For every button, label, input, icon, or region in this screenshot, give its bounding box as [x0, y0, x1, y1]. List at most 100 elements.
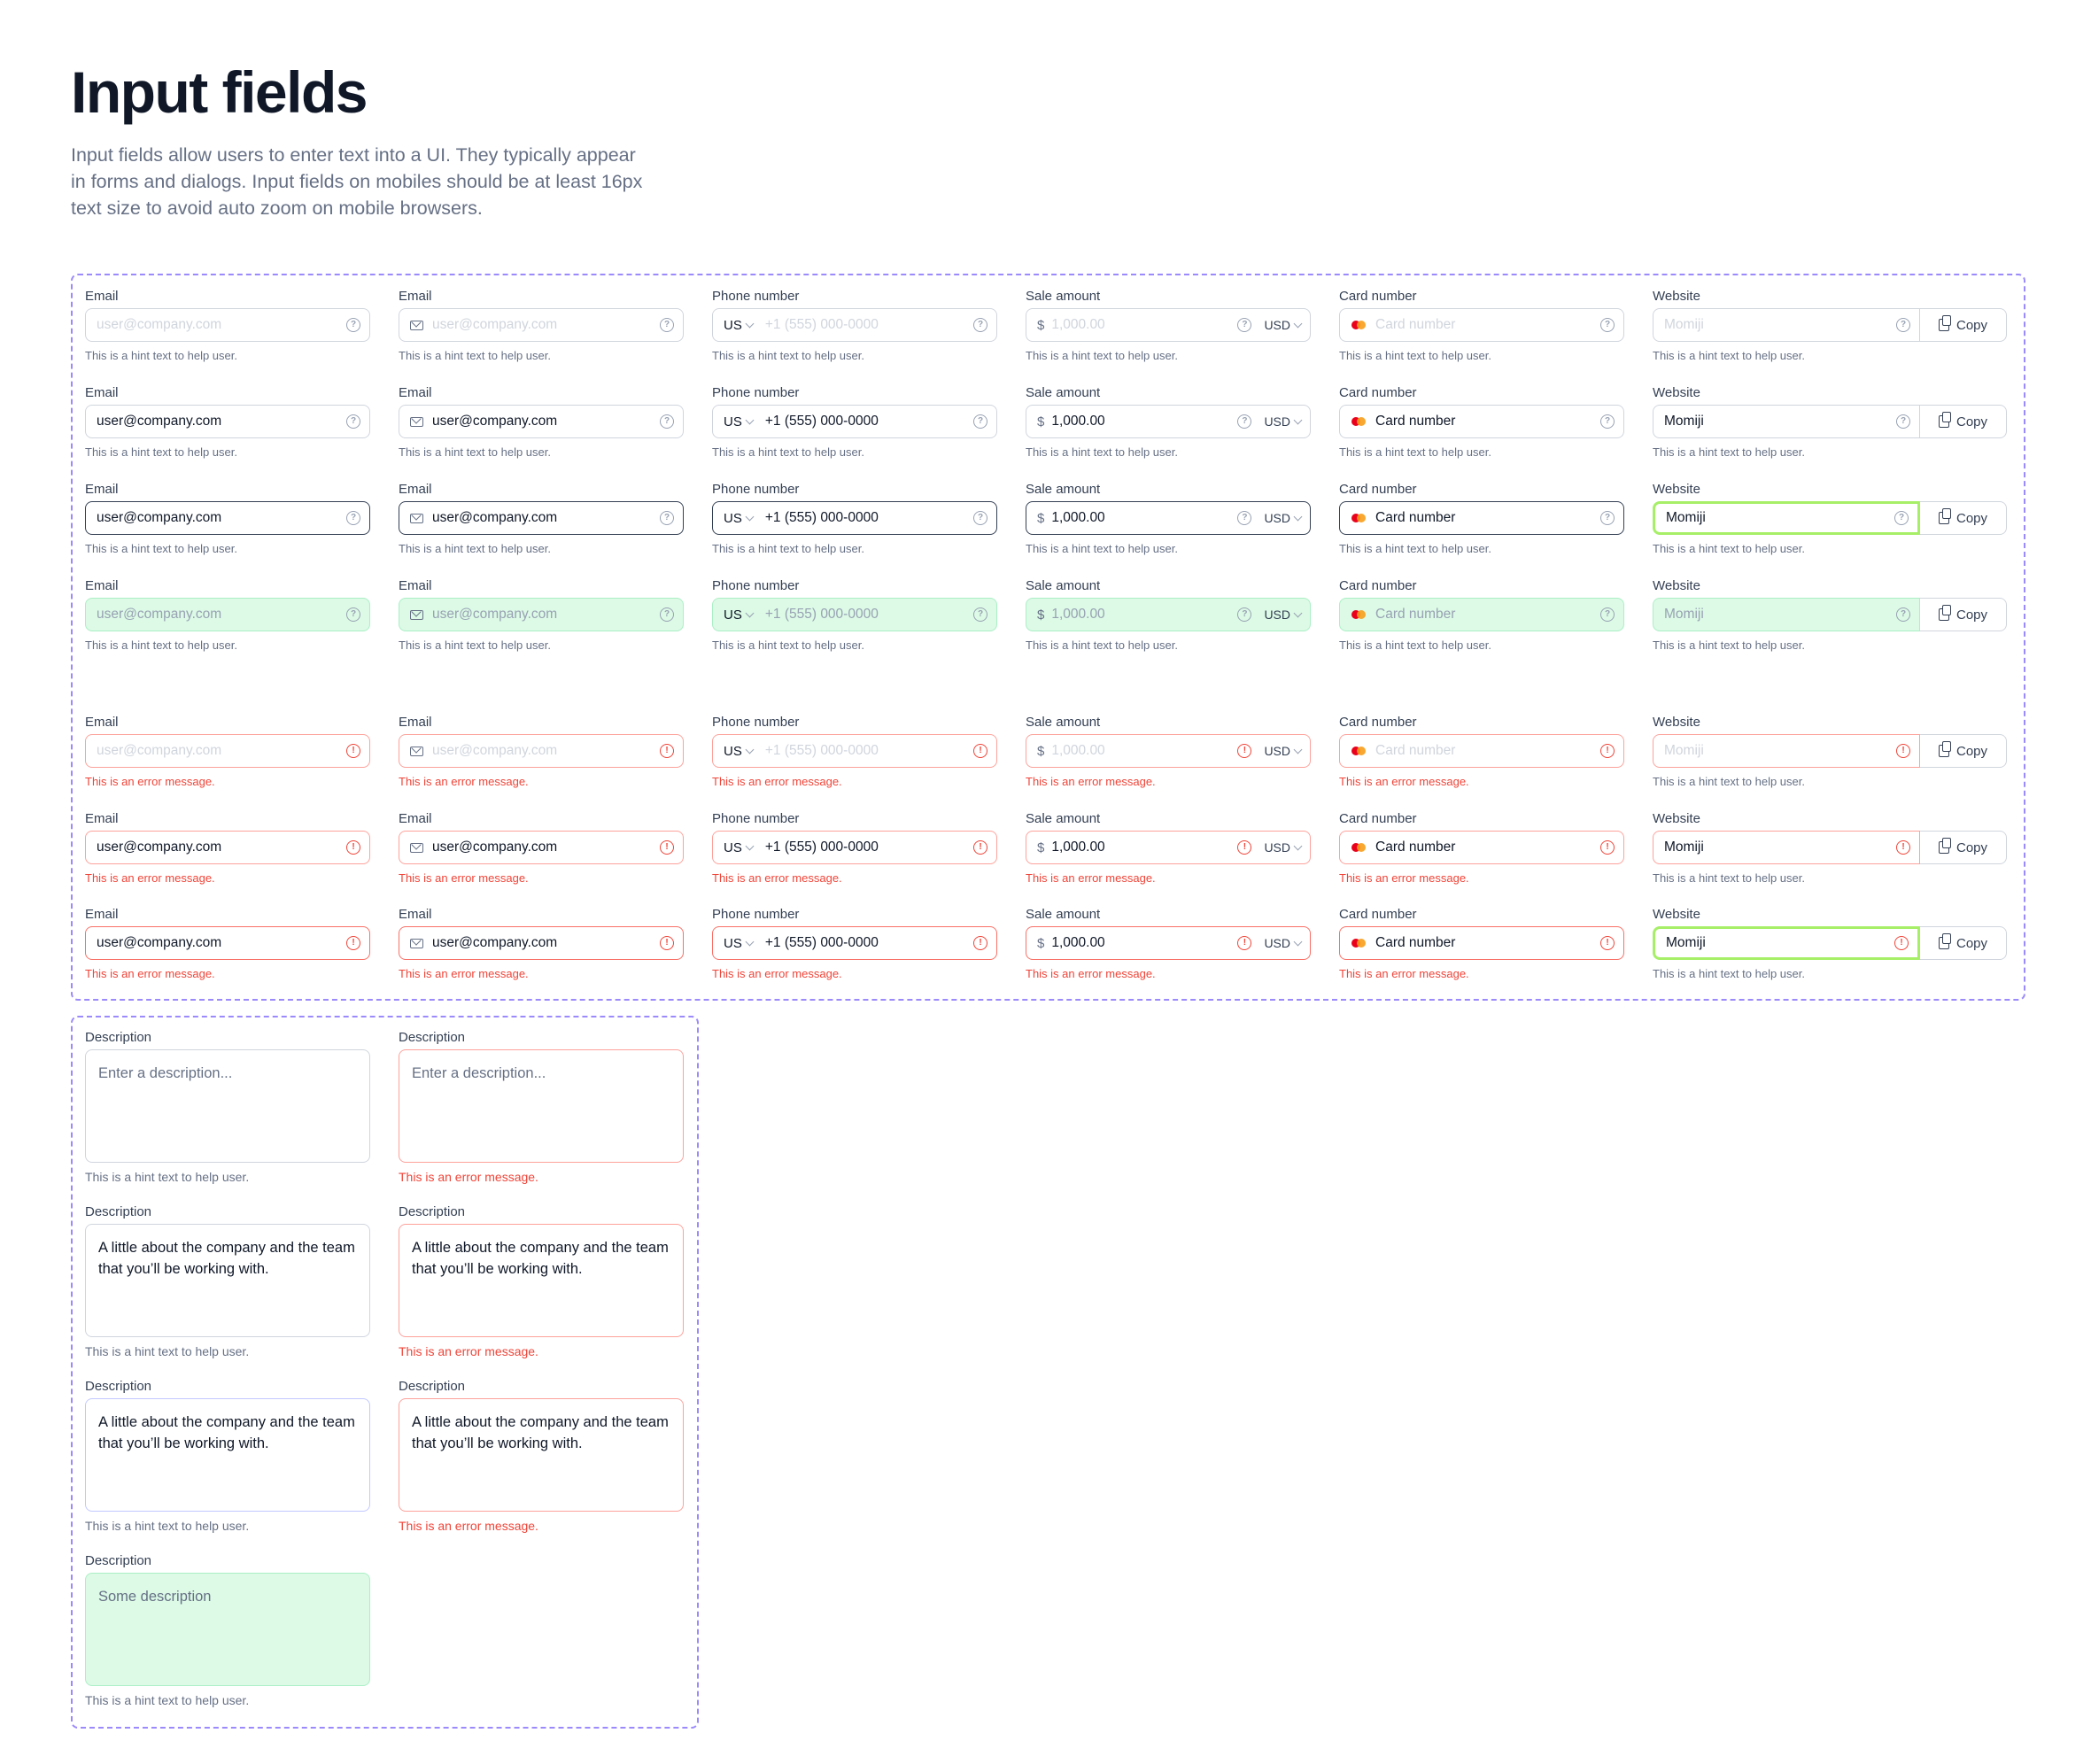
- card-brand-glyph: [1351, 513, 1367, 523]
- phone-input[interactable]: US +1 (555) 000-0000!: [712, 734, 997, 768]
- website-input[interactable]: Momiji!: [1653, 734, 1920, 768]
- country-select[interactable]: US: [724, 414, 755, 429]
- error-message: This is an error message.: [1339, 775, 1469, 788]
- copy-button[interactable]: Copy: [1920, 501, 2007, 535]
- country-select[interactable]: US: [724, 511, 755, 526]
- chevron-down-icon: [1293, 841, 1303, 850]
- email-icon-input[interactable]: user@company.com!: [399, 831, 684, 864]
- currency-select[interactable]: USD: [1264, 607, 1303, 622]
- currency-select[interactable]: USD: [1264, 414, 1303, 429]
- website-input[interactable]: Momiji?: [1653, 501, 1920, 535]
- country-select[interactable]: US: [724, 318, 755, 333]
- sale-input[interactable]: $1,000.00! USD: [1026, 926, 1311, 960]
- sale-input[interactable]: $1,000.00? USD: [1026, 598, 1311, 631]
- phone-input[interactable]: US +1 (555) 000-0000?: [712, 405, 997, 438]
- card-input[interactable]: Card number!: [1339, 926, 1624, 960]
- hint-text: This is a hint text to help user.: [1653, 871, 1805, 885]
- country-select[interactable]: US: [724, 607, 755, 623]
- card-brand-glyph: [1351, 842, 1367, 853]
- card-input[interactable]: Card number!: [1339, 831, 1624, 864]
- email-plain-input[interactable]: user@company.com?: [85, 308, 370, 342]
- copy-button[interactable]: Copy: [1920, 926, 2007, 960]
- description-textarea[interactable]: A little about the company and the team …: [85, 1398, 370, 1512]
- currency-select[interactable]: USD: [1264, 318, 1303, 332]
- country-select[interactable]: US: [724, 743, 755, 759]
- currency-select[interactable]: USD: [1264, 744, 1303, 758]
- hint-text: This is a hint text to help user.: [1339, 349, 1491, 362]
- website-input[interactable]: Momiji!: [1653, 831, 1920, 864]
- phone-input[interactable]: US +1 (555) 000-0000?: [712, 308, 997, 342]
- copy-button[interactable]: Copy: [1920, 308, 2007, 342]
- email-plain-input[interactable]: user@company.com?: [85, 598, 370, 631]
- sale-input[interactable]: $1,000.00? USD: [1026, 308, 1311, 342]
- copy-button[interactable]: Copy: [1920, 598, 2007, 631]
- card-input[interactable]: Card number!: [1339, 734, 1624, 768]
- description-label: Description: [399, 1379, 466, 1394]
- description-textarea[interactable]: Some description: [85, 1573, 370, 1686]
- sale-input[interactable]: $1,000.00? USD: [1026, 405, 1311, 438]
- email-plain-input[interactable]: user@company.com?: [85, 501, 370, 535]
- mail-icon: [410, 842, 423, 853]
- copy-button[interactable]: Copy: [1920, 405, 2007, 438]
- hint-text: This is a hint text to help user.: [399, 445, 551, 459]
- currency-select[interactable]: USD: [1264, 936, 1303, 950]
- email-plain-input[interactable]: user@company.com!: [85, 926, 370, 960]
- email-icon-value: user@company.com: [432, 935, 558, 950]
- currency-code: USD: [1264, 607, 1290, 622]
- phone-input[interactable]: US +1 (555) 000-0000!: [712, 831, 997, 864]
- email-plain-input[interactable]: user@company.com?: [85, 405, 370, 438]
- copy-button[interactable]: Copy: [1920, 831, 2007, 864]
- website-input[interactable]: Momiji!: [1653, 926, 1920, 960]
- help-circle-icon: ?: [346, 318, 360, 332]
- website-label: Website: [1653, 385, 1700, 400]
- help-circle-icon: ?: [1600, 607, 1615, 622]
- sale-label: Sale amount: [1026, 715, 1101, 730]
- mail-glyph: [410, 513, 423, 523]
- hint-text: This is a hint text to help user.: [85, 542, 237, 555]
- mail-glyph: [410, 609, 423, 620]
- email-icon-value: user@company.com: [432, 607, 558, 622]
- input-fields-frame: [71, 274, 2025, 1001]
- currency-symbol: $: [1037, 414, 1045, 429]
- description-textarea[interactable]: A little about the company and the team …: [399, 1398, 684, 1512]
- phone-input[interactable]: US +1 (555) 000-0000!: [712, 926, 997, 960]
- sale-input[interactable]: $1,000.00! USD: [1026, 831, 1311, 864]
- description-textarea[interactable]: Enter a description...: [399, 1049, 684, 1163]
- phone-input[interactable]: US +1 (555) 000-0000?: [712, 501, 997, 535]
- card-input[interactable]: Card number?: [1339, 405, 1624, 438]
- description-textarea[interactable]: Enter a description...: [85, 1049, 370, 1163]
- country-code: US: [724, 839, 742, 855]
- card-input[interactable]: Card number?: [1339, 501, 1624, 535]
- currency-select[interactable]: USD: [1264, 511, 1303, 525]
- mail-icon: [410, 320, 423, 330]
- country-select[interactable]: US: [724, 839, 755, 855]
- description-textarea[interactable]: A little about the company and the team …: [399, 1224, 684, 1337]
- email-icon-input[interactable]: user@company.com?: [399, 501, 684, 535]
- website-input[interactable]: Momiji?: [1653, 405, 1920, 438]
- sale-input[interactable]: $1,000.00! USD: [1026, 734, 1311, 768]
- error-message: This is an error message.: [1026, 775, 1156, 788]
- email-plain-input[interactable]: user@company.com!: [85, 734, 370, 768]
- card-input[interactable]: Card number?: [1339, 598, 1624, 631]
- card-input[interactable]: Card number?: [1339, 308, 1624, 342]
- email-icon-input[interactable]: user@company.com?: [399, 598, 684, 631]
- currency-select[interactable]: USD: [1264, 840, 1303, 855]
- phone-input[interactable]: US +1 (555) 000-0000?: [712, 598, 997, 631]
- mail-glyph: [410, 746, 423, 756]
- copy-button[interactable]: Copy: [1920, 734, 2007, 768]
- email-icon-input[interactable]: user@company.com!: [399, 734, 684, 768]
- website-input[interactable]: Momiji?: [1653, 598, 1920, 631]
- email-icon-input[interactable]: user@company.com!: [399, 926, 684, 960]
- country-select[interactable]: US: [724, 936, 755, 951]
- email-icon-input[interactable]: user@company.com?: [399, 308, 684, 342]
- mail-icon: [410, 746, 423, 756]
- email-icon-input[interactable]: user@company.com?: [399, 405, 684, 438]
- card-label: Card number: [1339, 482, 1417, 497]
- description-textarea[interactable]: A little about the company and the team …: [85, 1224, 370, 1337]
- help-circle-icon: ?: [1237, 607, 1252, 622]
- sale-input[interactable]: $1,000.00? USD: [1026, 501, 1311, 535]
- website-input[interactable]: Momiji?: [1653, 308, 1920, 342]
- mastercard-icon: [1351, 416, 1367, 427]
- country-code: US: [724, 743, 742, 759]
- email-plain-input[interactable]: user@company.com!: [85, 831, 370, 864]
